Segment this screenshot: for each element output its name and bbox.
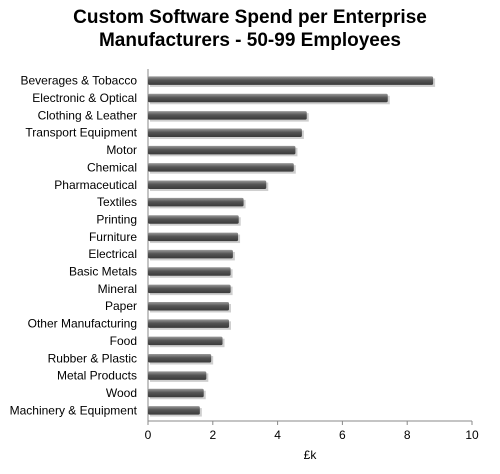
bar-electrical <box>148 249 233 259</box>
category-label: Transport Equipment <box>25 126 137 140</box>
category-label: Wood <box>106 386 137 400</box>
bar-chemical <box>148 163 294 172</box>
category-label: Food <box>110 334 137 348</box>
bar-clothing-leather <box>148 111 307 120</box>
x-tick-label: 2 <box>209 428 216 442</box>
bar-rubber-plastic <box>148 354 212 363</box>
category-label: Rubber & Plastic <box>48 351 137 365</box>
bar-paper <box>148 301 229 311</box>
category-label: Furniture <box>89 230 137 244</box>
category-label: Pharmaceutical <box>54 178 137 192</box>
x-tick-label: 8 <box>404 428 411 442</box>
chart-title-line-1: Custom Software Spend per Enterprise <box>73 7 427 28</box>
bar-beverages-tobacco <box>148 76 434 85</box>
bar-transport-equipment <box>148 128 302 137</box>
bar-basic-metals <box>148 267 231 276</box>
category-label: Electrical <box>88 247 137 261</box>
category-label: Textiles <box>97 195 137 209</box>
category-label: Beverages & Tobacco <box>20 74 137 88</box>
category-label: Clothing & Leather <box>38 108 137 122</box>
x-tick-label: 4 <box>274 428 281 442</box>
category-label: Motor <box>106 143 137 157</box>
bar-food <box>148 336 223 346</box>
category-label: Other Manufacturing <box>28 317 137 331</box>
bar-textiles <box>148 197 244 207</box>
bar-machinery-equipment <box>148 406 200 415</box>
bar-electronic-optical <box>148 93 388 103</box>
bar-metal-products <box>148 371 207 380</box>
x-tick-label: 0 <box>145 428 152 442</box>
bar-mineral <box>148 284 231 294</box>
category-label: Machinery & Equipment <box>10 403 138 417</box>
bar-printing <box>148 215 239 224</box>
bar-motor <box>148 145 296 155</box>
x-axis-title: £k <box>304 448 318 462</box>
x-tick-label: 10 <box>465 428 479 442</box>
bar-wood <box>148 388 204 398</box>
category-label: Metal Products <box>57 369 137 383</box>
bar-other-manufacturing <box>148 319 229 328</box>
bar-furniture <box>148 232 239 242</box>
category-label: Basic Metals <box>69 265 137 279</box>
chart-title-line-2: Manufacturers - 50-99 Employees <box>98 30 401 51</box>
category-label: Electronic & Optical <box>32 91 137 105</box>
category-label: Mineral <box>98 282 137 296</box>
chart-title: Custom Software Spend per Enterprise Man… <box>0 6 500 52</box>
bar-pharmaceutical <box>148 180 267 190</box>
category-label: Printing <box>96 212 137 226</box>
category-label: Chemical <box>87 160 137 174</box>
x-tick-label: 6 <box>339 428 346 442</box>
category-label: Paper <box>105 299 137 313</box>
